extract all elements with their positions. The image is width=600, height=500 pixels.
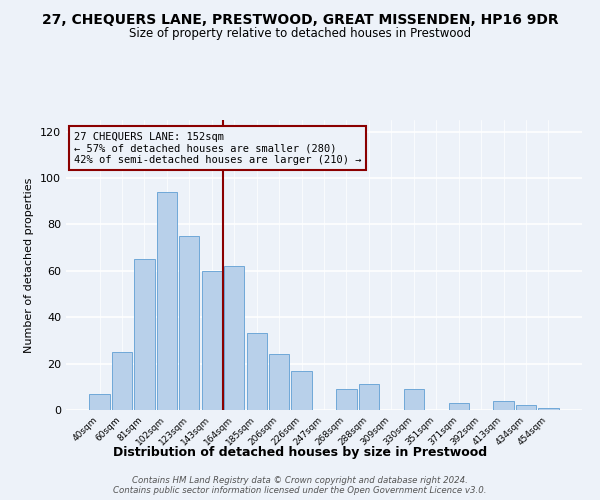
Y-axis label: Number of detached properties: Number of detached properties	[25, 178, 34, 352]
Bar	[449, 403, 469, 410]
Bar	[359, 384, 379, 410]
Bar	[247, 334, 267, 410]
Bar	[269, 354, 289, 410]
Bar	[292, 370, 311, 410]
Text: 27 CHEQUERS LANE: 152sqm
← 57% of detached houses are smaller (280)
42% of semi-: 27 CHEQUERS LANE: 152sqm ← 57% of detach…	[74, 132, 361, 165]
Bar	[538, 408, 559, 410]
Bar	[179, 236, 199, 410]
Bar	[112, 352, 132, 410]
Bar	[224, 266, 244, 410]
Bar	[202, 271, 222, 410]
Text: 27, CHEQUERS LANE, PRESTWOOD, GREAT MISSENDEN, HP16 9DR: 27, CHEQUERS LANE, PRESTWOOD, GREAT MISS…	[41, 12, 559, 26]
Text: Size of property relative to detached houses in Prestwood: Size of property relative to detached ho…	[129, 28, 471, 40]
Bar	[404, 389, 424, 410]
Text: Distribution of detached houses by size in Prestwood: Distribution of detached houses by size …	[113, 446, 487, 459]
Bar	[134, 259, 155, 410]
Bar	[89, 394, 110, 410]
Bar	[157, 192, 177, 410]
Bar	[337, 389, 356, 410]
Text: Contains HM Land Registry data © Crown copyright and database right 2024.
Contai: Contains HM Land Registry data © Crown c…	[113, 476, 487, 495]
Bar	[493, 400, 514, 410]
Bar	[516, 406, 536, 410]
